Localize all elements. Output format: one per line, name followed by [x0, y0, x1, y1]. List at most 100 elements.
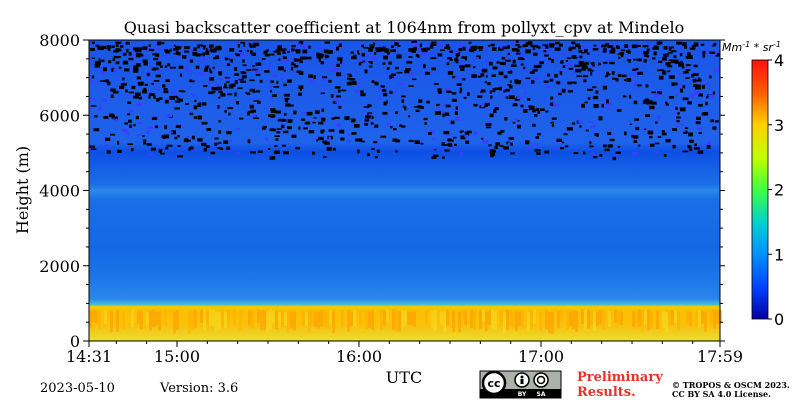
noise-speckle: [370, 61, 373, 65]
boundary-layer-streak: [140, 311, 143, 329]
noise-speckle: [395, 139, 401, 143]
noise-speckle: [177, 155, 183, 158]
noise-speckle: [321, 117, 326, 122]
noise-speckle: [338, 105, 342, 109]
noise-speckle: [592, 48, 599, 51]
noise-speckle: [320, 61, 325, 65]
noise-speckle: [436, 42, 441, 46]
noise-speckle: [290, 63, 296, 66]
noise-speckle: [371, 148, 375, 150]
noise-speckle: [523, 44, 529, 47]
noise-speckle: [491, 74, 496, 77]
noise-speckle: [592, 64, 595, 67]
noise-speckle: [192, 51, 198, 56]
noise-speckle: [646, 48, 650, 52]
noise-speckle: [214, 137, 219, 140]
noise-speckle: [234, 92, 237, 97]
noise-speckle: [186, 70, 193, 73]
noise-speckle: [395, 150, 398, 153]
boundary-layer-streak: [422, 309, 425, 329]
boundary-layer-streak: [575, 310, 578, 332]
noise-speckle: [136, 63, 141, 67]
noise-speckle: [550, 121, 554, 124]
noise-speckle: [209, 44, 214, 48]
noise-speckle: [218, 71, 222, 76]
noise-speckle: [153, 95, 156, 99]
boundary-layer-streak: [311, 309, 314, 326]
noise-speckle: [250, 109, 256, 113]
noise-speckle: [177, 52, 181, 56]
noise-speckle: [454, 111, 458, 115]
boundary-layer-streak: [281, 310, 284, 328]
noise-speckle: [261, 127, 266, 130]
noise-speckle: [556, 81, 561, 85]
noise-speckle: [436, 103, 440, 107]
boundary-layer-streak: [416, 312, 419, 327]
noise-speckle: [514, 79, 519, 84]
noise-speckle: [535, 136, 540, 139]
noise-speckle: [493, 109, 497, 114]
noise-speckle: [460, 135, 466, 140]
noise-speckle: [516, 95, 522, 100]
noise-speckle: [133, 95, 139, 99]
noise-speckle: [90, 80, 95, 83]
noise-speckle: [105, 137, 111, 141]
noise-speckle: [125, 89, 128, 93]
noise-speckle: [702, 112, 709, 116]
noise-speckle: [381, 89, 387, 92]
boundary-layer-streak: [413, 311, 416, 327]
noise-speckle: [148, 48, 155, 52]
boundary-layer-streak: [152, 309, 155, 328]
boundary-layer-streak: [158, 311, 161, 331]
noise-speckle: [420, 142, 424, 145]
noise-speckle: [587, 97, 591, 100]
boundary-layer-streak: [494, 310, 497, 330]
boundary-layer-streak: [116, 310, 119, 332]
noise-speckle: [299, 43, 302, 48]
noise-speckle: [146, 48, 150, 52]
noise-speckle: [700, 43, 705, 46]
boundary-layer-streak: [500, 309, 503, 322]
noise-speckle: [324, 141, 330, 145]
noise-speckle: [607, 45, 614, 49]
noise-speckle: [537, 111, 541, 114]
noise-speckle: [328, 129, 335, 132]
noise-speckle: [91, 57, 95, 60]
boundary-layer-streak: [509, 310, 512, 327]
noise-speckle: [532, 69, 538, 72]
noise-speckle: [409, 72, 414, 77]
noise-speckle: [658, 60, 663, 63]
noise-speckle: [105, 79, 109, 83]
noise-speckle: [283, 69, 286, 72]
boundary-layer-streak: [296, 310, 299, 330]
noise-speckle: [250, 151, 256, 154]
noise-speckle: [590, 72, 593, 76]
boundary-layer-streak: [122, 311, 125, 330]
noise-speckle: [539, 108, 545, 111]
noise-speckle: [364, 69, 368, 74]
noise-speckle: [136, 102, 143, 107]
noise-speckle: [93, 128, 100, 132]
boundary-layer-streak: [524, 310, 527, 324]
noise-speckle: [214, 47, 219, 51]
noise-speckle: [253, 100, 260, 102]
noise-speckle: [575, 68, 582, 73]
noise-speckle: [169, 144, 173, 147]
noise-speckle: [341, 89, 347, 92]
boundary-layer-streak: [410, 311, 413, 325]
noise-speckle: [264, 70, 270, 73]
noise-speckle: [262, 125, 267, 129]
boundary-layer-streak: [347, 310, 350, 332]
cc-license-badge: cc BY SA: [479, 370, 562, 399]
noise-speckle: [148, 44, 151, 47]
cc-icon-text: cc: [487, 377, 500, 390]
noise-speckle: [673, 55, 677, 59]
footer-version: Version: 3.6: [159, 381, 238, 396]
noise-speckle: [192, 94, 197, 97]
boundary-layer-streak: [392, 309, 395, 331]
noise-speckle: [425, 52, 429, 55]
noise-speckle: [515, 52, 521, 55]
noise-speckle: [317, 136, 324, 141]
noise-speckle: [365, 115, 371, 119]
noise-speckle: [417, 105, 422, 109]
